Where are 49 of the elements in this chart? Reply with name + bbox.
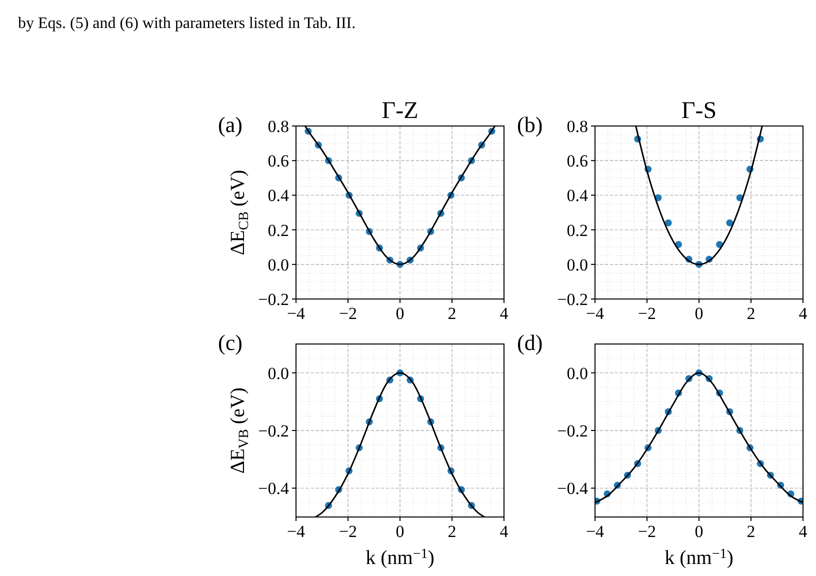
y-tick-label: 0.2	[268, 220, 289, 240]
text: (d)	[517, 330, 543, 355]
y-tick-label: 0.2	[566, 220, 588, 240]
y-tick-label: 0.8	[268, 117, 289, 136]
x-tick-label: −2	[638, 304, 656, 323]
x-tick-label: 0	[694, 522, 704, 541]
y-tick-label: 0.6	[566, 152, 588, 171]
x-tick-label: 2	[746, 304, 756, 323]
x-axis-title: k (nm$^{−1}$)	[664, 546, 734, 569]
x-tick-label: 2	[746, 522, 756, 541]
x-tick-label: −4	[586, 304, 605, 323]
y-tick-label: −0.4	[258, 479, 290, 498]
y-tick-label: 0.6	[268, 152, 289, 171]
x-tick-label: −2	[638, 522, 656, 541]
y-tick-label: 0.0	[268, 255, 289, 274]
y-tick-label: 0.4	[268, 186, 290, 206]
y-tick-label: −0.2	[557, 422, 588, 440]
text: by Eqs. (5) and (6) with parameters listed in Tab. III.	[18, 15, 356, 32]
x-tick-label: 4	[500, 522, 509, 541]
point	[664, 219, 672, 226]
x-tick-label: −4	[286, 304, 306, 323]
text: (c)	[218, 330, 242, 355]
y-tick-label: −0.2	[258, 290, 289, 309]
text: (b)	[517, 112, 543, 137]
chart-title: Γ-Z	[382, 98, 418, 124]
x-tick-label: 4	[798, 522, 808, 541]
x-tick-label: −4	[286, 522, 306, 541]
x-tick-label: 4	[500, 304, 509, 323]
y-tick-label: 0.0	[566, 364, 588, 383]
x-tick-label: 2	[448, 522, 456, 541]
x-tick-label: 4	[798, 304, 808, 323]
x-axis-title: k (nm$^{−1}$)	[366, 546, 434, 569]
point	[726, 219, 734, 226]
x-tick-label: 2	[448, 304, 456, 323]
y-tick-label: −0.4	[557, 479, 588, 498]
y-tick-label: 0.8	[566, 117, 588, 136]
x-tick-label: −4	[586, 522, 605, 541]
chart-title: Γ-S	[681, 98, 717, 124]
y-tick-label: 0.0	[268, 364, 289, 383]
x-tick-label: 0	[694, 304, 704, 323]
y-tick-label: 0.0	[566, 255, 588, 274]
x-tick-label: 0	[396, 522, 404, 541]
text: (a)	[218, 112, 242, 137]
y-tick-label: −0.2	[557, 290, 588, 309]
y-tick-label: −0.2	[258, 422, 289, 440]
y-tick-label: 0.4	[566, 186, 588, 206]
x-tick-label: −2	[338, 522, 358, 541]
x-tick-label: 0	[396, 304, 404, 323]
x-tick-label: −2	[338, 304, 358, 323]
